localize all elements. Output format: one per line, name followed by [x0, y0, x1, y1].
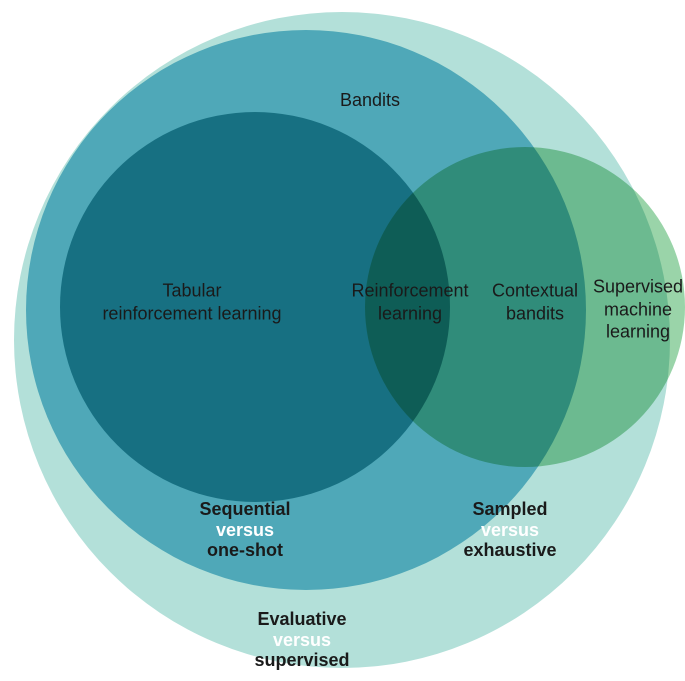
label-contextual-bandits: Contextualbandits	[480, 280, 590, 325]
versus-sampled-exhaustive: Sampled versus exhaustive	[463, 499, 556, 561]
label-bandits: Bandits	[340, 89, 400, 112]
label-reinforcement-learning: Reinforcementlearning	[340, 280, 480, 325]
label-supervised-ml: Supervisedmachinelearning	[588, 275, 685, 343]
versus-bot: one-shot	[199, 540, 290, 561]
versus-sequential-oneshot: Sequential versus one-shot	[199, 499, 290, 561]
versus-evaluative-supervised: Evaluative versus supervised	[254, 609, 349, 671]
versus-mid: versus	[199, 520, 290, 541]
venn-diagram: Bandits Tabularreinforcement learning Re…	[0, 0, 685, 681]
versus-top: Sequential	[199, 499, 290, 520]
versus-top: Evaluative	[254, 609, 349, 630]
versus-bot: supervised	[254, 650, 349, 671]
versus-bot: exhaustive	[463, 540, 556, 561]
versus-top: Sampled	[463, 499, 556, 520]
label-tabular-rl: Tabularreinforcement learning	[87, 280, 297, 325]
versus-mid: versus	[254, 630, 349, 651]
versus-mid: versus	[463, 520, 556, 541]
